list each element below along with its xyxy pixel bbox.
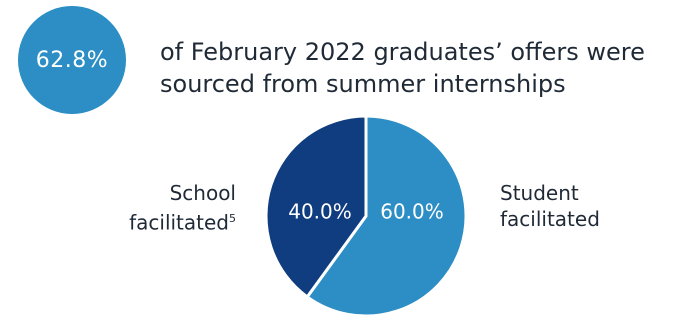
stat-headline-line2: sourced from summer internships [160, 70, 566, 98]
student-label-line1: Student [500, 181, 579, 205]
pie-slice-student [305, 114, 468, 318]
school-label-line2: facilitated5 [80, 206, 236, 236]
pie-label-student: 60.0% [380, 200, 444, 224]
school-facilitated-label: School facilitated5 [80, 180, 236, 236]
pie-chart: 60.0% 40.0% [264, 114, 468, 318]
pie-label-school: 40.0% [288, 200, 352, 224]
student-facilitated-label: Student facilitated [500, 180, 680, 232]
school-footnote-marker: 5 [229, 212, 236, 225]
stat-headline-line1: of February 2022 graduates’ offers were [160, 38, 645, 66]
school-label-line1: School [169, 181, 236, 205]
stat-headline: of February 2022 graduates’ offers were … [160, 36, 680, 100]
school-label-text: facilitated [129, 210, 229, 235]
stat-value: 62.8% [35, 47, 109, 73]
student-label-line2: facilitated [500, 207, 600, 231]
stat-circle: 62.8% [18, 6, 126, 114]
pie-slice-school [264, 114, 368, 299]
